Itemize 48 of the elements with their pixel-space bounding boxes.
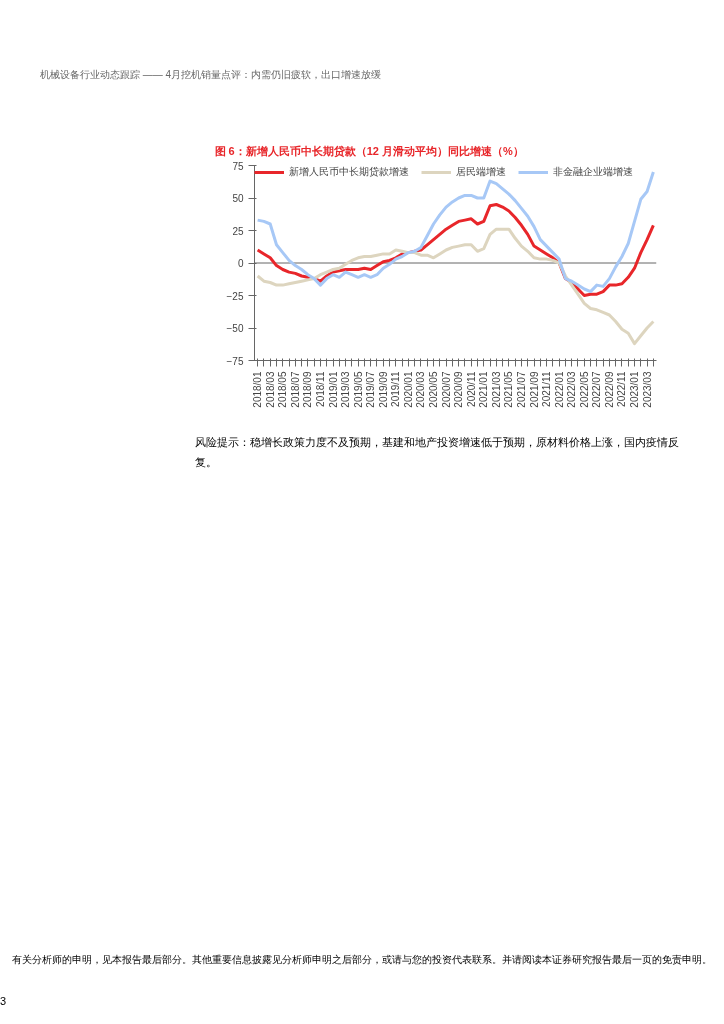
x-tick-label: 2021/11 xyxy=(541,371,553,407)
y-tick-label: 25 xyxy=(232,225,244,237)
x-tick-label: 2021/03 xyxy=(490,371,502,408)
y-tick-label: 0 xyxy=(237,258,244,269)
text: 风险提示：稳增长政策力度不及预期，基建和地产投资增速低于预期，原材料价格上涨，国内疫情反复。 xyxy=(194,435,680,470)
text: 3 xyxy=(0,994,7,1009)
x-tick-label: 2018/01 xyxy=(252,371,264,408)
x-tick-label: 2019/05 xyxy=(352,371,364,408)
x-tick-label: 2021/09 xyxy=(528,371,540,408)
x-tick-label: 2020/01 xyxy=(402,371,414,408)
text: 有关分析师的申明，见本报告最后部分。其他重要信息披露见分析师申明之后部分，或请与您的投资代表联系。并请阅读本证券研究报告最后一页的免责申明。 xyxy=(11,953,713,967)
x-tick-label: 2022/01 xyxy=(553,371,565,408)
x-tick-label: 2020/03 xyxy=(415,371,427,408)
x-tick-label: 2019/01 xyxy=(327,371,339,408)
legend-label: 居民端增速 xyxy=(456,165,506,179)
x-tick-label: 2018/11 xyxy=(314,371,326,407)
chart-title: 图 6：新增人民币中长期贷款（12 月滑动平均）同比增速（%） xyxy=(214,144,524,158)
x-tick-label: 2022/09 xyxy=(603,371,615,408)
x-tick-label: 2019/03 xyxy=(340,371,352,408)
x-tick-label: 2021/07 xyxy=(515,371,527,408)
x-tick-label: 2022/07 xyxy=(591,371,603,408)
x-tick-label: 2020/11 xyxy=(465,371,477,407)
y-tick-label: −75 xyxy=(226,355,244,367)
x-tick-label: 2020/09 xyxy=(453,371,465,408)
y-tick-label: 50 xyxy=(232,193,244,204)
x-tick-label: 2018/05 xyxy=(277,371,289,408)
x-tick-label: 2022/05 xyxy=(578,371,590,408)
x-tick-label: 2022/11 xyxy=(616,371,628,407)
x-tick-label: 2020/05 xyxy=(428,371,440,408)
x-tick-label: 2019/11 xyxy=(390,371,402,407)
x-tick-label: 2021/01 xyxy=(478,371,490,408)
x-tick-label: 2018/09 xyxy=(302,371,314,408)
x-tick-label: 2021/05 xyxy=(503,371,515,408)
x-tick-label: 2020/07 xyxy=(440,371,452,408)
x-tick-label: 2019/07 xyxy=(365,371,377,408)
y-tick-label: −25 xyxy=(226,290,244,302)
x-tick-label: 2018/07 xyxy=(289,371,301,408)
x-tick-label: 2018/03 xyxy=(264,371,276,408)
legend-label: 新增人民币中长期贷款增速 xyxy=(289,165,409,179)
x-tick-label: 2022/03 xyxy=(566,371,578,408)
x-tick-label: 2019/09 xyxy=(377,371,389,408)
legend-label: 非金融企业端增速 xyxy=(553,165,633,179)
y-tick-label: 75 xyxy=(232,160,244,172)
x-tick-label: 2023/03 xyxy=(641,371,653,408)
line-series xyxy=(256,227,655,346)
text: 机械设备行业动态跟踪 —— 4月挖机销量点评：内需仍旧疲软，出口增速放缓 xyxy=(39,68,383,82)
x-tick-label: 2023/01 xyxy=(629,371,641,408)
y-tick-label: −50 xyxy=(226,323,244,334)
